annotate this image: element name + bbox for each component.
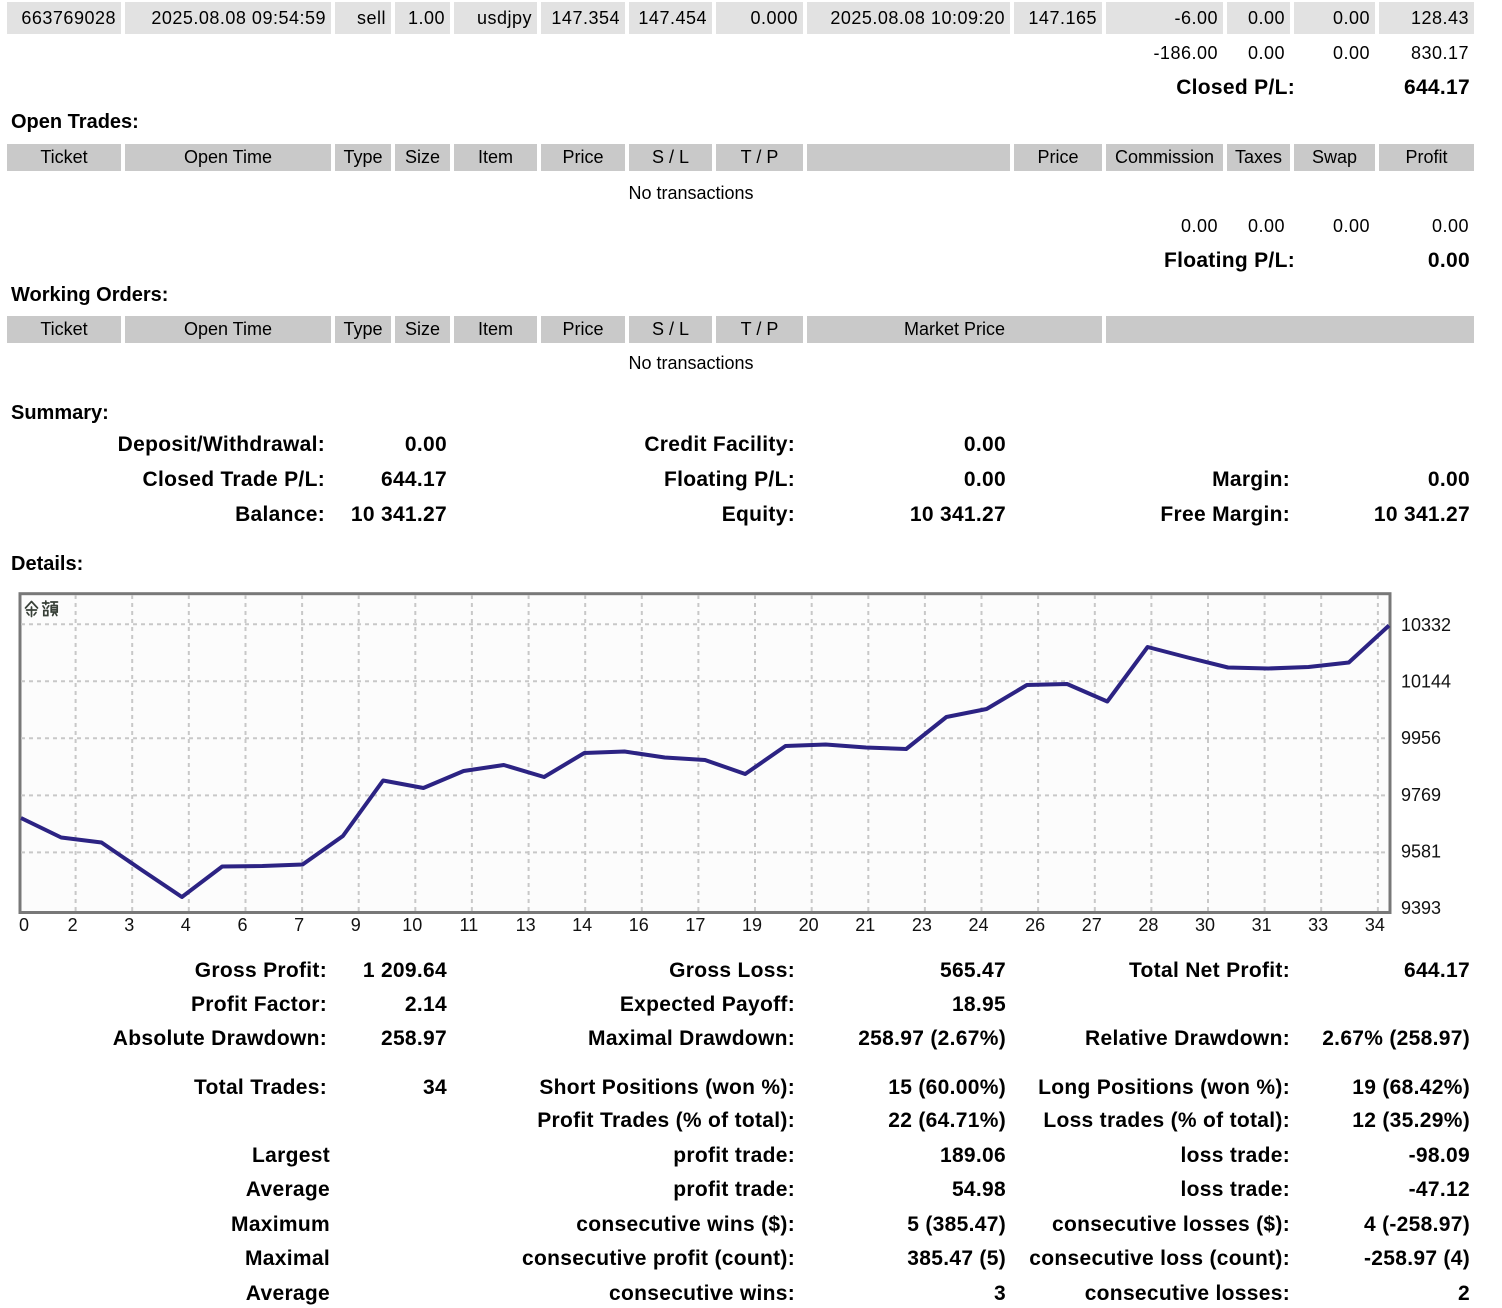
svg-text:9769: 9769	[1401, 785, 1441, 805]
svg-text:31: 31	[1252, 915, 1272, 935]
svg-text:4: 4	[181, 915, 191, 935]
svg-text:21: 21	[855, 915, 875, 935]
svg-text:3: 3	[124, 915, 134, 935]
svg-text:26: 26	[1025, 915, 1045, 935]
svg-text:17: 17	[685, 915, 705, 935]
svg-text:9956: 9956	[1401, 728, 1441, 748]
svg-text:9: 9	[351, 915, 361, 935]
svg-text:34: 34	[1365, 915, 1385, 935]
svg-text:20: 20	[799, 915, 819, 935]
svg-text:24: 24	[968, 915, 988, 935]
svg-text:11: 11	[460, 915, 479, 935]
svg-text:33: 33	[1308, 915, 1328, 935]
svg-text:28: 28	[1138, 915, 1158, 935]
svg-text:30: 30	[1195, 915, 1215, 935]
svg-text:0: 0	[19, 915, 29, 935]
svg-text:6: 6	[237, 915, 247, 935]
svg-text:9581: 9581	[1401, 841, 1441, 861]
svg-text:7: 7	[294, 915, 304, 935]
svg-text:16: 16	[629, 915, 649, 935]
svg-text:13: 13	[516, 915, 536, 935]
svg-text:19: 19	[742, 915, 762, 935]
svg-text:9393: 9393	[1401, 898, 1441, 918]
svg-text:14: 14	[572, 915, 592, 935]
svg-text:10332: 10332	[1401, 615, 1451, 635]
svg-text:2: 2	[68, 915, 78, 935]
svg-text:10144: 10144	[1401, 672, 1451, 692]
svg-text:23: 23	[912, 915, 932, 935]
svg-text:10: 10	[402, 915, 422, 935]
svg-text:27: 27	[1082, 915, 1102, 935]
